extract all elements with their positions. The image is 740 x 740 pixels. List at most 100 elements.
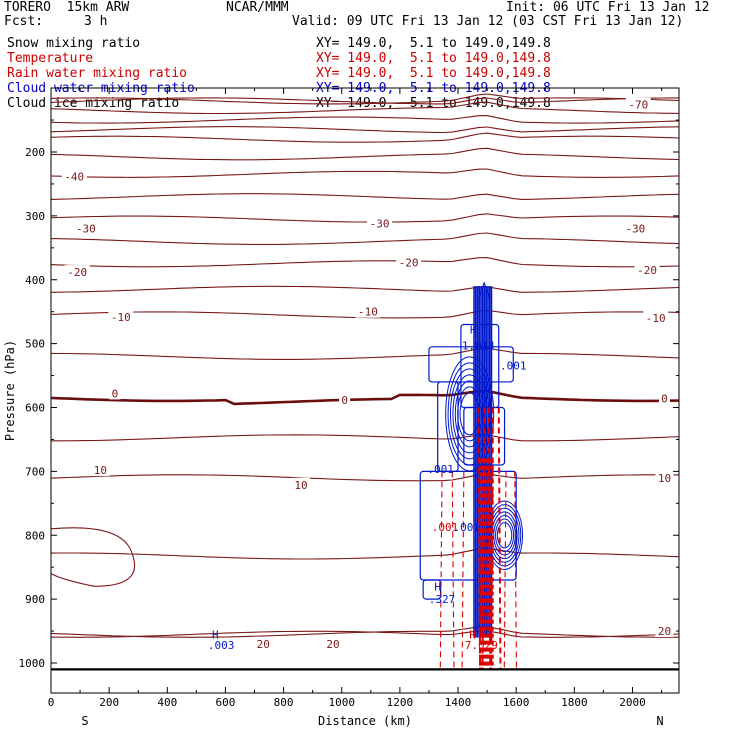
contour-label: 10: [658, 472, 671, 485]
contour-label: H: [212, 628, 219, 641]
x-axis-title: Distance (km): [318, 714, 412, 728]
label-bg: [339, 392, 351, 406]
y-tick-label: 300: [25, 210, 45, 223]
model-title: TORERO 15km ARW: [4, 0, 130, 15]
x-tick-label: 1000: [328, 696, 355, 709]
field-label-temperature: Temperature: [7, 51, 94, 66]
isotherm: [51, 547, 679, 560]
contour-label: 10: [94, 464, 107, 477]
y-tick-label: 1000: [19, 657, 46, 670]
label-bg: [109, 386, 121, 400]
label-bg: [622, 221, 648, 235]
field-label-rain: Rain water mixing ratio: [7, 66, 188, 81]
label-bg: [643, 311, 669, 325]
contour-label: -30: [625, 223, 645, 236]
label-bg: [292, 477, 311, 491]
isotherm: [51, 132, 679, 143]
label-bg: [73, 221, 99, 235]
field-label-cloud-ice: Cloud ice mixing ratio: [7, 96, 180, 111]
contour-label: -10: [646, 312, 666, 325]
contour-label: -30: [370, 218, 390, 231]
isotherm: [51, 101, 679, 115]
rain-contour: [514, 471, 518, 670]
contour-label: -40: [64, 170, 84, 183]
cloud-water-contour: [449, 368, 490, 460]
x-tick-label: 0: [48, 696, 55, 709]
label-bg: [655, 470, 674, 484]
label-bg: [91, 463, 110, 477]
isotherm: [51, 473, 679, 482]
contour-label: .001: [454, 521, 481, 534]
contour-label: .001: [500, 359, 527, 372]
contour-label: -30: [76, 223, 96, 236]
y-tick-label: 400: [25, 274, 45, 287]
label-bg: [655, 624, 674, 638]
contour-label: -20: [637, 264, 657, 277]
contour-label: H: [470, 324, 477, 337]
contour-label: 7.029: [465, 639, 498, 652]
y-axis-title: Pressure (hPa): [3, 340, 17, 441]
rain-contour: [497, 407, 502, 670]
isotherm: [51, 93, 679, 105]
x-tick-label: 800: [274, 696, 294, 709]
contour-label: 0: [661, 393, 668, 406]
label-bg: [108, 309, 134, 323]
contour-label: -10: [111, 311, 131, 324]
y-tick-label: 700: [25, 465, 45, 478]
y-tick-label: 900: [25, 593, 45, 606]
contour-label: H: [434, 580, 441, 593]
isotherm: [51, 347, 679, 360]
isotherm: [51, 389, 679, 406]
x-tick-label: 1200: [387, 696, 414, 709]
label-bg: [396, 255, 422, 269]
rain-contour: [461, 471, 465, 670]
label-bg: [658, 391, 670, 405]
isotherm: [51, 126, 679, 134]
isotherm: [51, 434, 679, 442]
isotherm: [51, 147, 679, 161]
isotherm: [51, 193, 679, 200]
plot-frame: [50, 87, 680, 694]
contour-label: -20: [399, 257, 419, 270]
contour-label: 20: [326, 638, 339, 651]
field-label-snow: Snow mixing ratio: [7, 36, 141, 51]
contour-labels: -70 -40 -30 -30 -30 -20 -20 -20 -10 -10 -10 0 0 0 10 10…: [61, 97, 674, 652]
isotherm: [51, 213, 679, 223]
cloud-water-contour: [495, 518, 515, 552]
label-bg: [634, 263, 660, 277]
contour-label: H: [469, 628, 476, 641]
y-tick-label: 800: [25, 529, 45, 542]
field-xy-temperature: XY= 149.0, 5.1 to 149.0,149.8: [316, 51, 551, 66]
valid-time: Valid: 09 UTC Fri 13 Jan 12 (03 CST Fri …: [292, 14, 684, 29]
rain-contour: [503, 471, 507, 670]
label-bg: [355, 304, 381, 318]
temperature-contours: [51, 93, 679, 638]
cloud-water-contour: [428, 346, 514, 383]
contour-label: -20: [67, 266, 87, 279]
x-tick-label: 600: [216, 696, 236, 709]
x-tick-label: 1400: [445, 696, 472, 709]
contour-label: 20: [257, 638, 270, 651]
cloud-water-contour: [496, 522, 513, 549]
isotherm-closed: [51, 527, 136, 587]
contour-label: .001: [432, 521, 459, 534]
contour-label: 1.014: [462, 340, 495, 353]
isotherm: [51, 232, 679, 245]
contour-label: -10: [358, 306, 378, 319]
contour-label: 10: [294, 479, 307, 492]
rain-contour: [439, 471, 443, 670]
label-bg: [625, 97, 651, 111]
label-bg: [367, 216, 393, 230]
cloud-top: [477, 281, 491, 300]
cloud-water-contour: [445, 356, 495, 472]
field-xy-rain: XY= 149.0, 5.1 to 149.0,149.8: [316, 66, 551, 81]
y-tick-label: 500: [25, 338, 45, 351]
isotherm: [51, 168, 679, 178]
contour-label: 0: [341, 394, 348, 407]
label-bg: [254, 636, 273, 650]
label-bg: [64, 265, 90, 279]
y-tick-label: 600: [25, 402, 45, 415]
contour-label: 0: [112, 387, 119, 400]
